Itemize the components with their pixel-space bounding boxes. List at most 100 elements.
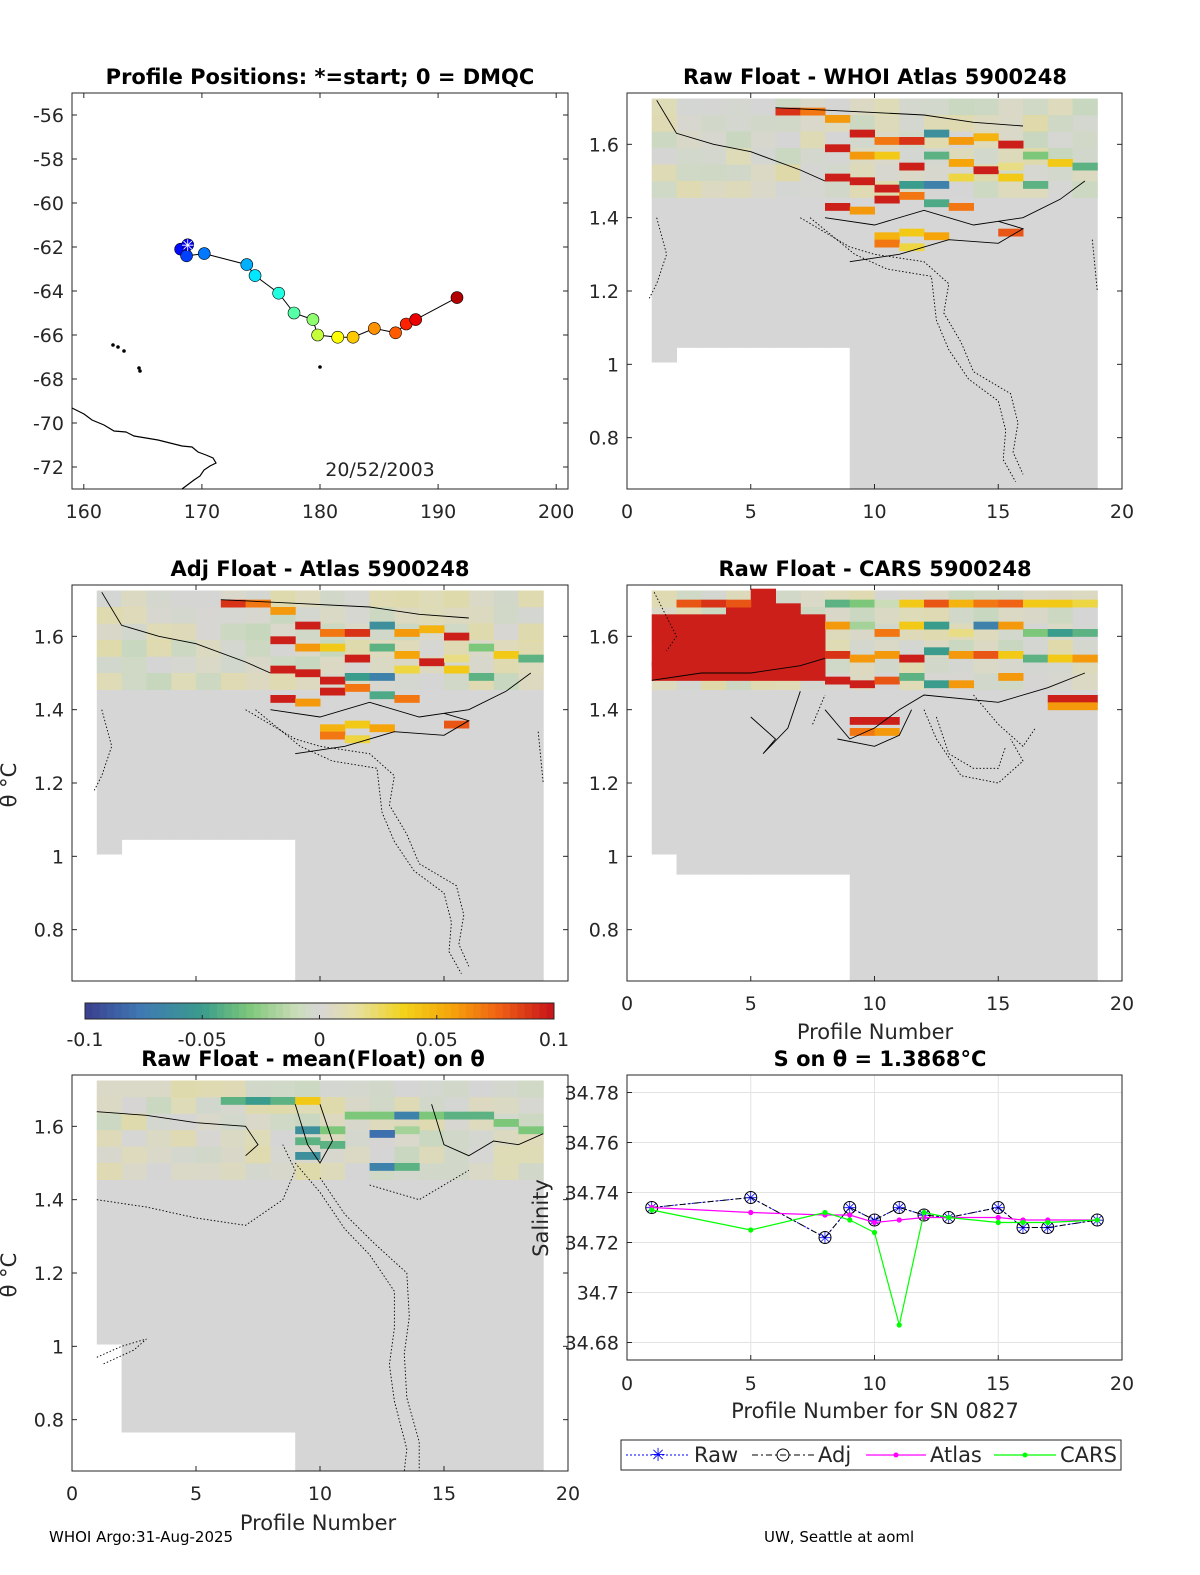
tint-cell <box>220 656 247 674</box>
adj-point <box>744 1191 758 1204</box>
tint-cell <box>220 640 247 657</box>
coastline-path <box>71 407 217 490</box>
footer-left: WHOI Argo:31-Aug-2025 <box>49 1528 233 1546</box>
island <box>137 366 141 370</box>
tint-cell <box>726 181 752 198</box>
tint-cell <box>493 1130 519 1147</box>
anomaly-cell <box>998 621 1024 630</box>
contour-line <box>220 599 469 619</box>
tint-cell <box>973 656 999 674</box>
anomaly-cell <box>444 632 470 641</box>
colorbar-swatch <box>407 1003 416 1019</box>
tint-cell <box>1072 148 1098 165</box>
tint-cell <box>444 607 470 624</box>
anomaly-cell <box>295 1137 321 1146</box>
legend-cars: CARS <box>1060 1443 1117 1467</box>
anomaly-cell <box>444 720 470 729</box>
tint-cell <box>493 1080 519 1098</box>
tint-cell <box>270 1163 296 1180</box>
anomaly-cell <box>1023 599 1049 608</box>
tint-cell <box>1072 181 1098 198</box>
anomaly-cell <box>899 181 925 189</box>
anomaly-cell <box>899 243 925 252</box>
colorbar-swatch <box>532 1003 540 1019</box>
atlas-point <box>896 1217 902 1223</box>
colorbar-swatch <box>539 1003 548 1019</box>
tint-cell <box>444 1130 470 1147</box>
p4-xlabel: Profile Number <box>797 1020 954 1044</box>
colorbar-swatch <box>436 1003 445 1019</box>
anomaly-cell <box>468 643 495 652</box>
anomaly-cell <box>874 717 900 725</box>
colorbar-swatch <box>517 1003 526 1019</box>
anomaly-cell <box>825 203 851 211</box>
tint-cell <box>444 1097 470 1114</box>
tint-cell <box>1023 164 1049 182</box>
tint-cell <box>493 623 519 641</box>
tint-cell <box>1047 640 1073 657</box>
colorbar-swatch <box>451 1003 460 1019</box>
profile-marker <box>409 313 422 326</box>
anomaly-cell <box>369 1130 395 1138</box>
y-tick-label: 34.74 <box>565 1183 619 1205</box>
tint-cell <box>973 673 999 690</box>
cars-point <box>946 1214 952 1221</box>
tint-cell <box>270 623 296 641</box>
tint-cell <box>171 1163 197 1180</box>
cars-point <box>921 1209 927 1216</box>
atlas-point <box>748 1209 754 1216</box>
anomaly-cell <box>899 162 925 171</box>
x-tick-label: 15 <box>986 1373 1010 1395</box>
y-tick-label: 1.2 <box>589 773 619 795</box>
anomaly-cell <box>874 232 900 241</box>
island <box>122 349 126 353</box>
tint-cell <box>419 1163 445 1180</box>
tint-cell <box>270 1113 296 1131</box>
tint-cell <box>96 623 123 641</box>
profile-marker <box>272 286 285 300</box>
tint-cell <box>849 164 875 182</box>
profile-marker-start <box>181 238 195 252</box>
anomaly-cell <box>1072 654 1098 663</box>
anomaly-cell <box>874 195 900 204</box>
contour-line <box>369 1169 470 1201</box>
cars-point <box>748 1227 754 1233</box>
colorbar-swatch <box>524 1003 533 1019</box>
colorbar-swatch <box>136 1003 145 1019</box>
tint-cell <box>121 623 147 641</box>
tint-cell <box>800 148 826 165</box>
tint-cell <box>493 656 519 674</box>
tint-cell <box>270 673 296 690</box>
atlas-point <box>995 1214 1001 1221</box>
anomaly-cell <box>320 731 346 740</box>
anomaly-cell <box>948 173 974 182</box>
colorbar-swatch <box>128 1003 137 1019</box>
colorbar-swatch <box>480 1003 489 1019</box>
tint-cell <box>171 673 197 690</box>
tint-cell <box>96 1113 123 1131</box>
legend-raw: Raw <box>694 1443 738 1467</box>
tint-cell <box>245 623 271 641</box>
profile-marker <box>306 313 320 326</box>
contour-line <box>96 1111 259 1157</box>
anomaly-cell <box>825 115 851 123</box>
tint-cell <box>270 590 296 608</box>
tint-cell <box>245 1146 271 1164</box>
tint-cell <box>320 656 346 674</box>
y-tick-label: 0.8 <box>34 920 64 942</box>
heatmap-panel-raw-atlas: Raw Float - WHOI Atlas 5900248 1.6 1.4 1.2… <box>589 65 1134 523</box>
tint-cell <box>171 1146 197 1164</box>
tint-cell <box>750 115 776 132</box>
colorbar-swatch <box>209 1003 218 1019</box>
tint-cell <box>874 164 900 182</box>
tint-cell <box>493 590 519 608</box>
tint-cell <box>171 1130 197 1147</box>
tint-cell <box>295 656 321 674</box>
anomaly-cell <box>320 1126 346 1135</box>
tint-cell <box>270 640 296 657</box>
tint-cell <box>146 1097 172 1114</box>
anomaly-cell <box>1072 599 1098 608</box>
anomaly-cell <box>444 1111 470 1120</box>
tint-cell <box>344 1163 371 1180</box>
anomaly-cell <box>849 129 875 138</box>
